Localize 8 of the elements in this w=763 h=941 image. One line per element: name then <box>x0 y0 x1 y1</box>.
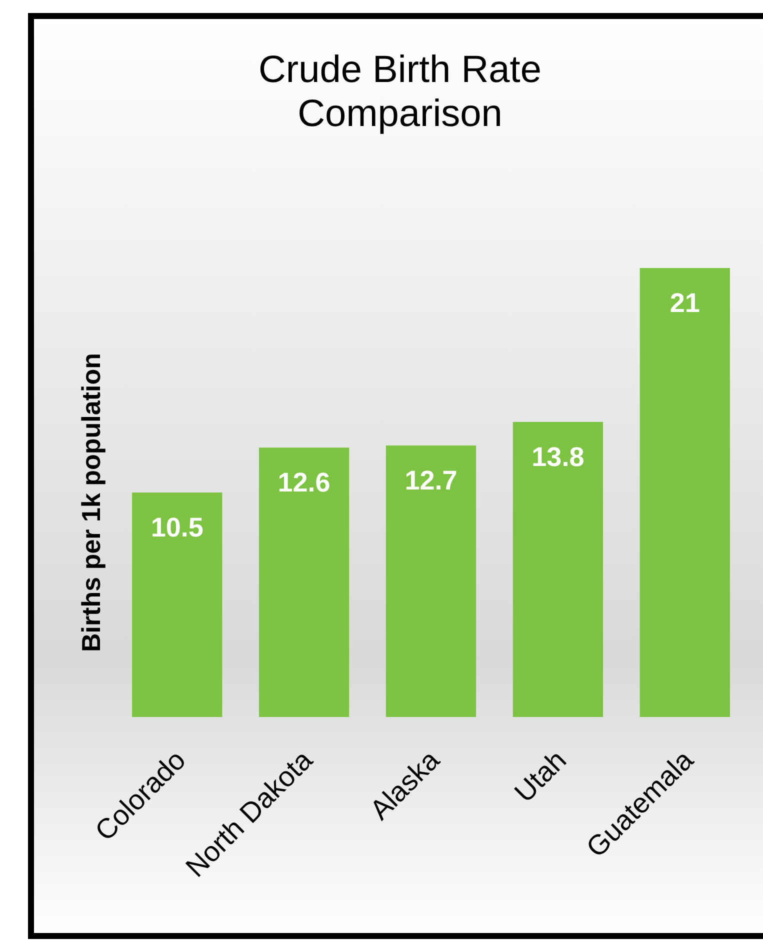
data-label: 10.5 <box>150 512 204 542</box>
x-tick-label: Utah <box>508 744 572 808</box>
chart-title: Crude Birth Rate Comparison <box>258 49 542 135</box>
y-axis-title: Births per 1k population <box>76 352 106 652</box>
data-label: 13.8 <box>532 442 584 472</box>
data-label: 21 <box>670 288 700 318</box>
data-label: 12.6 <box>278 468 330 498</box>
data-label: 12.7 <box>404 465 458 496</box>
